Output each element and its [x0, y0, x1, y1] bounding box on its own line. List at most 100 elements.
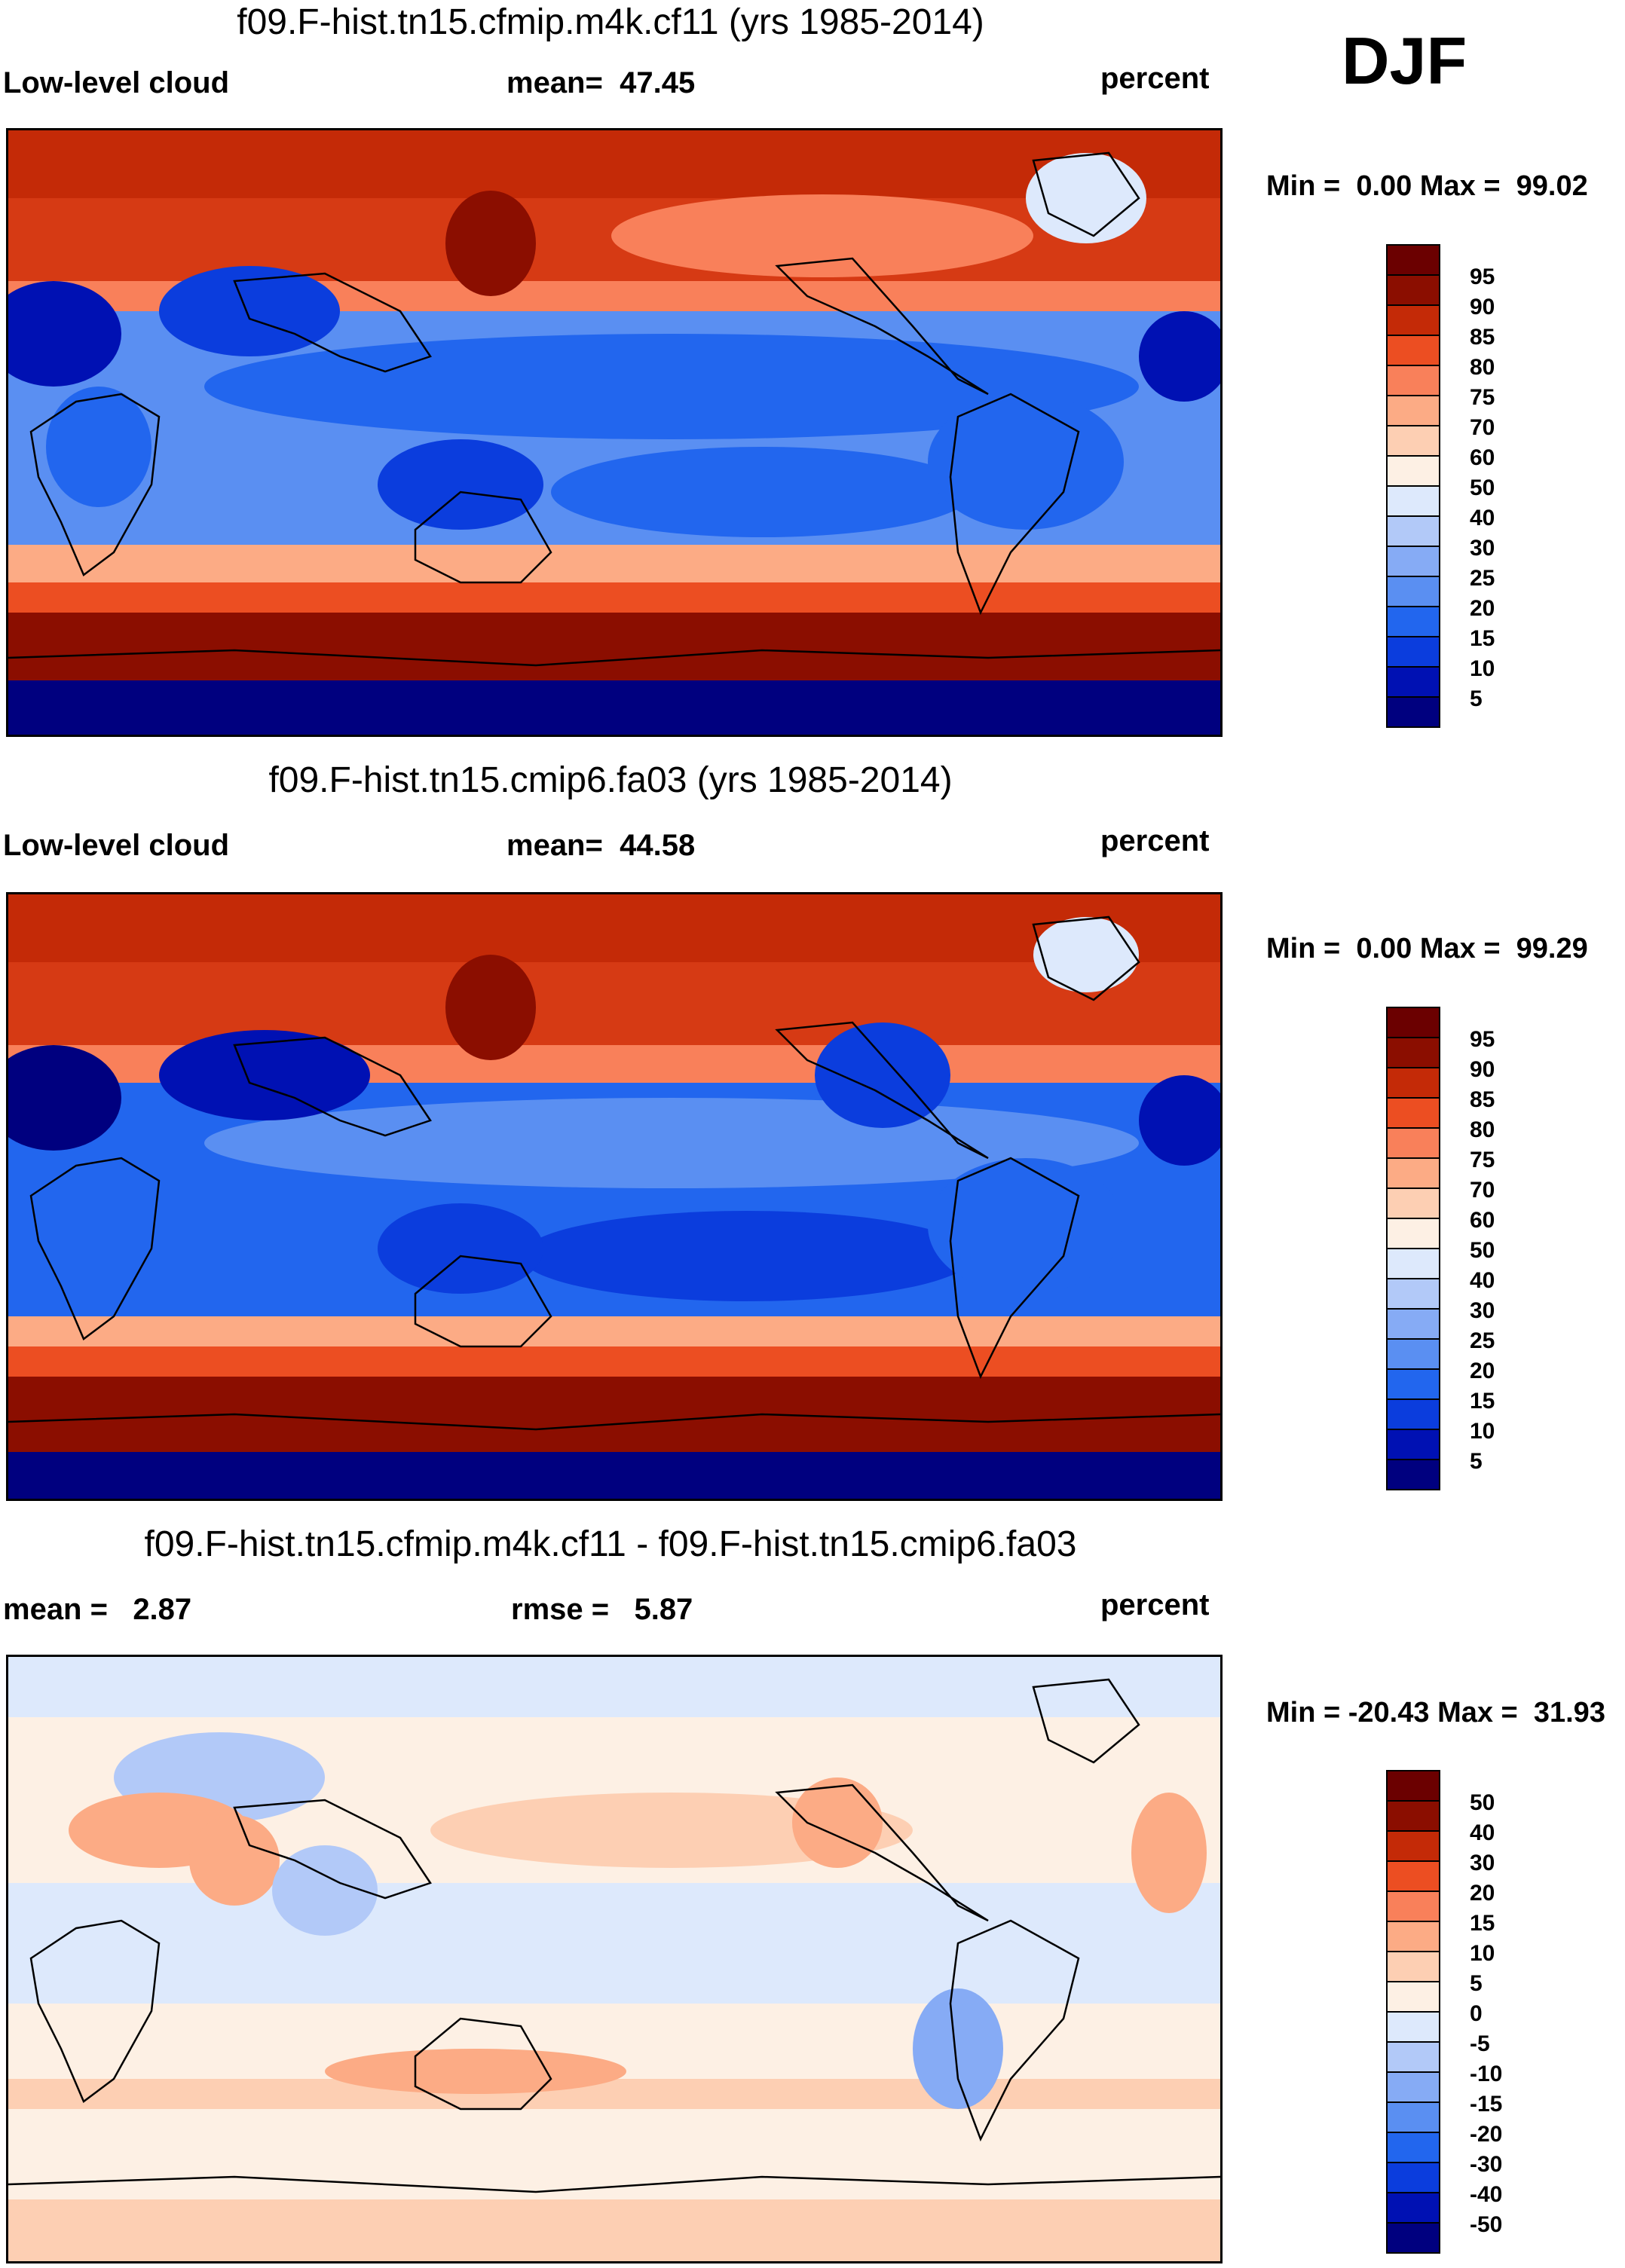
colorbar-tick-label: 30: [1470, 1298, 1495, 1323]
colorbar-tick-label: 50: [1470, 475, 1495, 500]
panel3-rmse-label: rmse =: [511, 1593, 610, 1626]
panel2-map: [6, 892, 1223, 1501]
colorbar-swatch: [1386, 1338, 1440, 1370]
colorbar-swatch: [1386, 1981, 1440, 2013]
panel2-mean-label: mean=: [506, 829, 603, 862]
panel1-units: percent: [1100, 62, 1210, 95]
panel2-field: [8, 894, 1220, 1499]
panel1-colorbar: 5 10 15 20 25 30 40 50 60 70 75 80 85 90 95: [1386, 244, 1495, 728]
colorbar-tick-label: 0: [1470, 2001, 1483, 2026]
panel1-min-value: 0.00: [1356, 170, 1412, 202]
colorbar-swatch: [1386, 1278, 1440, 1310]
colorbar-tick-label: 50: [1470, 1790, 1495, 1815]
colorbar-tick-label: 80: [1470, 355, 1495, 380]
colorbar-tick-label: 40: [1470, 506, 1495, 530]
colorbar-swatch: [1386, 515, 1440, 547]
panel3-field: [8, 1657, 1220, 2261]
panel1-mean-label: mean=: [506, 66, 603, 99]
panel2-max-label: Max =: [1419, 933, 1501, 964]
colorbar-swatch: [1386, 2162, 1440, 2193]
colorbar-swatch: [1386, 1951, 1440, 1982]
colorbar-swatch: [1386, 1921, 1440, 1952]
panel1-mean-value: 47.45: [620, 66, 696, 99]
panel3-max-label: Max =: [1437, 1697, 1518, 1729]
panel2-units: percent: [1100, 824, 1210, 857]
panel1-variable-label: Low-level cloud: [3, 66, 230, 99]
colorbar-tick-label: 15: [1470, 1911, 1495, 1936]
colorbar-swatch: [1386, 2011, 1440, 2043]
colorbar-swatch: [1386, 1308, 1440, 1340]
colorbar-tick-label: 15: [1470, 626, 1495, 651]
panel2-title: f09.F-hist.tn15.cmip6.fa03 (yrs 1985-201…: [268, 760, 953, 800]
panel1-coastlines: [8, 151, 1220, 667]
panel2-min-value: 0.00: [1356, 933, 1412, 964]
colorbar-tick-label: 25: [1470, 1328, 1495, 1353]
colorbar-tick-label: 80: [1470, 1117, 1495, 1142]
colorbar-tick-label: 40: [1470, 1820, 1495, 1845]
panel2-coastlines: [8, 915, 1220, 1431]
colorbar-tick-label: -30: [1470, 2152, 1502, 2177]
colorbar-swatch: [1386, 1398, 1440, 1430]
colorbar-swatch: [1386, 2222, 1440, 2254]
panel2-mean: mean= 44.58: [506, 829, 695, 863]
colorbar-swatch: [1386, 1067, 1440, 1099]
colorbar-tick-label: 90: [1470, 295, 1495, 319]
colorbar-swatch: [1386, 395, 1440, 426]
colorbar-tick-label: 90: [1470, 1057, 1495, 1082]
colorbar-swatch: [1386, 2192, 1440, 2224]
panel1-min-label: Min =: [1266, 170, 1341, 202]
colorbar-swatch: [1386, 1891, 1440, 1922]
panel2-colorbar: 5 10 15 20 25 30 40 50 60 70 75 80 85 90 95: [1386, 1007, 1495, 1490]
colorbar-swatch: [1386, 2071, 1440, 2103]
colorbar-swatch: [1386, 1429, 1440, 1460]
colorbar-swatch: [1386, 244, 1440, 276]
panel3-title: f09.F-hist.tn15.cfmip.m4k.cf11 - f09.F-h…: [144, 1524, 1077, 1564]
colorbar-tick-label: 5: [1470, 686, 1483, 711]
colorbar-swatch: [1386, 1097, 1440, 1129]
colorbar-tick-label: 70: [1470, 415, 1495, 440]
panel2-min-label: Min =: [1266, 933, 1341, 964]
colorbar-swatch: [1386, 425, 1440, 457]
colorbar-tick-label: 30: [1470, 1851, 1495, 1875]
colorbar-tick-label: -5: [1470, 2031, 1490, 2056]
colorbar-swatch: [1386, 2132, 1440, 2163]
panel1-map: [6, 128, 1223, 737]
colorbar-tick-label: -10: [1470, 2062, 1502, 2086]
panel3-max-value: 31.93: [1533, 1697, 1605, 1729]
colorbar-tick-label: 60: [1470, 1208, 1495, 1233]
colorbar-swatch: [1386, 1830, 1440, 1862]
colorbar-swatch: [1386, 274, 1440, 306]
colorbar-swatch: [1386, 1007, 1440, 1038]
colorbar-tick-label: 70: [1470, 1178, 1495, 1203]
panel1-max-value: 99.02: [1516, 170, 1588, 202]
colorbar-tick-label: 95: [1470, 264, 1495, 289]
panel3-map: [6, 1655, 1223, 2263]
panel3-min-value: -20.43: [1348, 1697, 1430, 1729]
colorbar-swatch: [1386, 304, 1440, 336]
panel1-map-svg: [8, 130, 1220, 735]
colorbar-tick-label: 10: [1470, 1941, 1495, 1966]
colorbar-swatch: [1386, 1860, 1440, 1892]
colorbar-swatch: [1386, 1368, 1440, 1400]
panel2-minmax: Min = 0.00 Max = 99.29: [1266, 933, 1588, 965]
panel3-mean: mean = 2.87: [3, 1593, 191, 1627]
panel3-colorbar: -50 -40 -30 -20 -15 -10 -5 0 5 10 15 20 30 40 50: [1386, 1770, 1502, 2254]
colorbar-swatch: [1386, 576, 1440, 607]
panel3-coastlines: [8, 1678, 1220, 2193]
colorbar-swatch: [1386, 666, 1440, 698]
colorbar-swatch: [1386, 365, 1440, 396]
colorbar-swatch: [1386, 1157, 1440, 1189]
panel2-max-value: 99.29: [1516, 933, 1588, 964]
panel1-mean: mean= 47.45: [506, 66, 695, 100]
colorbar-tick-label: 50: [1470, 1238, 1495, 1263]
panel3-mean-label: mean =: [3, 1593, 108, 1626]
colorbar-swatch: [1386, 335, 1440, 366]
colorbar-swatch: [1386, 1248, 1440, 1279]
colorbar-tick-label: -50: [1470, 2212, 1502, 2237]
colorbar-swatch: [1386, 546, 1440, 577]
panel3-rmse: rmse = 5.87: [511, 1593, 693, 1627]
colorbar-swatch: [1386, 1127, 1440, 1159]
colorbar-tick-label: 75: [1470, 385, 1495, 410]
panel2-colorbar-svg: 5 10 15 20 25 30 40 50 60 70 75 80 85 90 95: [1386, 1007, 1495, 1490]
